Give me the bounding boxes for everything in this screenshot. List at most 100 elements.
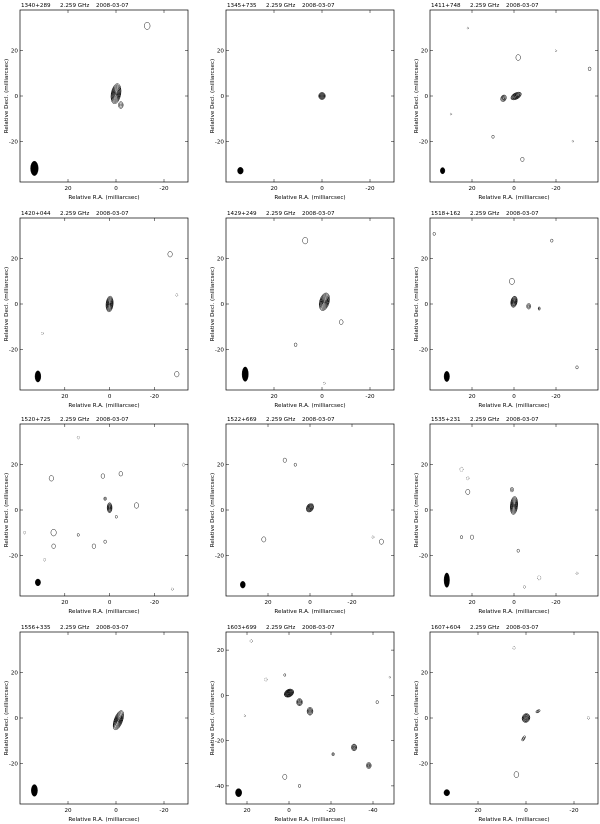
noise-contour: [379, 538, 384, 545]
contour-level: [320, 295, 329, 308]
y-tick-label: 20: [11, 463, 19, 469]
y-tick-label: -20: [9, 553, 19, 559]
contour-level: [285, 690, 293, 697]
contour-level: [296, 699, 303, 706]
noise-contour: [114, 515, 118, 519]
x-tick-label: -20: [551, 600, 561, 606]
y-tick-label: 0: [14, 508, 18, 514]
contour-level: [114, 91, 118, 96]
x-axis-label: Relative R.A. (milliarcsec): [478, 403, 549, 409]
contour-level: [332, 753, 334, 756]
panel-frequency: 2.259 GHz: [60, 211, 89, 217]
negative-contour: [264, 677, 268, 682]
contour-level: [513, 94, 519, 98]
y-tick-label: 20: [11, 49, 19, 55]
noise-contour: [261, 536, 267, 543]
x-tick-label: -20: [569, 808, 579, 814]
contour-level: [104, 497, 107, 500]
noise-contour: [302, 237, 309, 245]
contour-level: [351, 743, 358, 752]
negative-contour: [175, 293, 179, 297]
x-tick-label: 0: [524, 808, 528, 814]
x-tick-label: -20: [159, 808, 169, 814]
contour-level: [512, 503, 516, 508]
contour-level: [106, 502, 113, 514]
contour-level: [522, 714, 530, 722]
noise-contour: [575, 365, 579, 370]
y-tick-label: 20: [421, 463, 429, 469]
y-tick-label: 20: [421, 257, 429, 263]
contour-panel-1603+699: 1603+699 2.259 GHz 2008-03-07 20 0 -20 -40 20 0 -…: [210, 625, 395, 823]
y-tick-label: -20: [419, 761, 429, 767]
noise-contour: [516, 548, 520, 553]
y-tick-label: 20: [217, 49, 225, 55]
contour-level: [537, 306, 541, 311]
contour-level: [117, 717, 120, 723]
contour-level: [512, 93, 520, 99]
panel-date: 2008-03-07: [506, 211, 539, 217]
contour-level: [319, 93, 325, 99]
y-tick-label: -20: [215, 347, 225, 353]
contour-level: [510, 488, 513, 491]
x-tick-label: -20: [347, 600, 357, 606]
panel-frame: [429, 9, 599, 183]
contour-level: [108, 302, 111, 306]
x-tick-label: 20: [468, 600, 476, 606]
y-axis-label: Relative Decl. (milliarcsec): [210, 473, 216, 547]
contour-level: [118, 101, 124, 109]
contour-level: [319, 293, 330, 310]
y-tick-label: 0: [220, 693, 224, 699]
panel-frequency: 2.259 GHz: [60, 417, 89, 423]
x-tick-label: 20: [468, 394, 476, 400]
y-axis-label: Relative Decl. (milliarcsec): [210, 681, 216, 755]
contour-level: [296, 698, 303, 707]
y-tick-label: 20: [217, 463, 225, 469]
panel-date: 2008-03-07: [302, 3, 335, 9]
contour-level: [107, 299, 112, 309]
contour-level: [112, 87, 120, 101]
contour-level: [524, 716, 528, 720]
contour-level: [512, 92, 521, 100]
y-axis-label: Relative Decl. (milliarcsec): [4, 59, 10, 133]
panel-date: 2008-03-07: [96, 417, 129, 423]
beam-ellipse: [237, 167, 244, 175]
panel-frame: [19, 217, 189, 391]
noise-contour: [513, 771, 520, 778]
contour-level: [510, 295, 518, 308]
panel-date: 2008-03-07: [302, 625, 335, 631]
x-tick-label: 20: [61, 394, 69, 400]
contour-level: [320, 94, 324, 98]
negative-contour: [23, 531, 26, 535]
panel-date: 2008-03-07: [302, 417, 335, 423]
beam-ellipse: [35, 578, 41, 587]
contour-level: [502, 97, 505, 100]
negative-contour: [575, 571, 579, 575]
panel-source-name: 1345+735: [227, 3, 257, 9]
y-axis-label: Relative Decl. (milliarcsec): [4, 267, 10, 341]
contour-level: [286, 691, 292, 695]
contour-level: [323, 300, 326, 303]
y-tick-label: 0: [14, 302, 18, 308]
contour-level: [308, 708, 312, 714]
contour-level: [515, 95, 517, 97]
contour-level: [321, 297, 327, 306]
contour-level: [501, 95, 506, 101]
contour-level: [522, 736, 525, 740]
noise-contour: [282, 457, 287, 463]
y-axis-label: Relative Decl. (milliarcsec): [210, 267, 216, 341]
y-tick-label: 0: [220, 508, 224, 514]
y-tick-label: 20: [217, 257, 225, 263]
panel-date: 2008-03-07: [96, 625, 129, 631]
contour-level: [105, 295, 114, 313]
noise-contour: [515, 54, 521, 61]
contour-level: [321, 95, 323, 97]
noise-contour: [174, 371, 180, 378]
panel-frequency: 2.259 GHz: [60, 3, 89, 9]
contour-level: [514, 94, 518, 98]
x-tick-label: 0: [512, 394, 516, 400]
contour-level: [318, 292, 330, 311]
contour-level: [287, 692, 291, 695]
y-tick-label: -20: [419, 139, 429, 145]
negative-contour: [537, 575, 542, 581]
x-tick-label: 0: [114, 186, 118, 192]
